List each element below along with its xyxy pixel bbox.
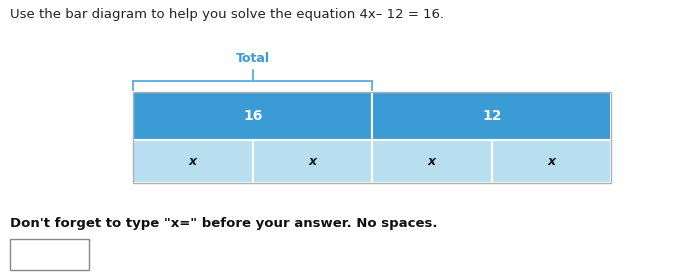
Bar [133,92,611,183]
Text: x: x [309,155,316,168]
Text: Total: Total [236,52,270,65]
Bar [253,140,372,183]
Bar [133,140,253,183]
Bar [372,140,492,183]
Text: Use the bar diagram to help you solve the equation 4x– 12 = 16.: Use the bar diagram to help you solve th… [10,8,445,21]
Text: x: x [548,155,555,168]
Bar [492,140,611,183]
Text: 12: 12 [482,109,501,123]
Bar [372,92,611,140]
Text: x: x [189,155,197,168]
Text: x: x [428,155,436,168]
Bar [133,92,372,140]
Text: 16: 16 [243,109,262,123]
Bar [10,239,89,270]
Text: Don't forget to type "x=" before your answer. No spaces.: Don't forget to type "x=" before your an… [10,217,438,230]
